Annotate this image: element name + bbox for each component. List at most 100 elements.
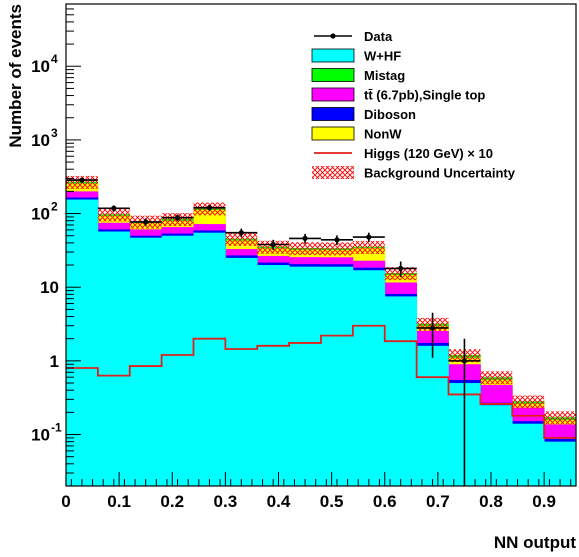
uncertainty-box [352, 240, 385, 254]
y-tick-label: 10 [31, 205, 50, 224]
y-tick-label: 10 [31, 131, 50, 150]
bar-w-hf [193, 232, 226, 486]
data-point [225, 228, 258, 238]
legend-entry: W+HF [311, 48, 401, 64]
data-point [416, 312, 449, 358]
legend-label: Background Uncertainty [364, 166, 516, 181]
data-point [161, 214, 194, 222]
y-tick-label: 10 [31, 57, 50, 76]
bar-w-hf [544, 441, 576, 486]
bar-w-hf [161, 235, 194, 486]
bar-w-hf [321, 266, 354, 486]
bar-w-hf [257, 265, 290, 486]
data-marker [461, 358, 468, 364]
data-point [448, 338, 481, 486]
data-marker [143, 219, 149, 225]
y-tick-exponent: -1 [51, 421, 62, 435]
x-tick-label: 0.4 [267, 492, 291, 511]
legend-label: NonW [364, 127, 402, 142]
legend-label: Diboson [364, 107, 416, 122]
data-marker [238, 230, 244, 236]
data-marker [334, 237, 340, 243]
y-tick-label: 1 [50, 352, 59, 371]
bar-w-hf [289, 266, 322, 486]
legend-entry: Mistag [311, 68, 405, 83]
legend-entry: tt̄ (6.7pb),Single top [311, 87, 485, 103]
uncertainty-box [225, 232, 258, 246]
data-points [65, 177, 481, 486]
uncertainty-box [289, 242, 321, 256]
x-tick-label: 0.3 [214, 492, 238, 511]
bar-w-hf [384, 296, 418, 486]
x-tick-label: 0.8 [479, 492, 503, 511]
x-tick-label: 0.6 [373, 492, 397, 511]
x-axis-label: NN output [494, 533, 576, 552]
x-tick-label: 0 [61, 492, 70, 511]
data-marker [366, 234, 372, 240]
data-point [257, 239, 290, 251]
x-tick-label: 0.1 [107, 492, 131, 511]
data-point [129, 218, 162, 226]
uncertainty-box [544, 411, 576, 425]
uncertainty-box [321, 242, 353, 256]
legend-label: W+HF [364, 49, 401, 64]
legend-entry: Higgs (120 GeV) × 10 [314, 146, 493, 161]
legend-label: tt̄ (6.7pb),Single top [364, 88, 485, 103]
y-tick-exponent: 4 [51, 52, 58, 66]
stacked-histogram [66, 181, 576, 486]
bar-w-hf [97, 231, 131, 486]
x-tick-label: 0.9 [532, 492, 556, 511]
uncertainty-box [480, 371, 513, 385]
legend-swatch [311, 87, 355, 102]
data-marker [174, 215, 181, 221]
y-tick-label: 10 [40, 278, 59, 297]
higgs-curve [66, 324, 576, 439]
bar-w-hf [416, 345, 449, 486]
data-marker [398, 265, 404, 272]
legend: Data W+HF Mistag tt̄ (6.7pb),Single top Dibo… [311, 29, 516, 181]
data-marker [270, 241, 276, 248]
legend-swatch [311, 48, 355, 63]
legend-hatch-swatch [312, 166, 354, 179]
data-marker [111, 205, 117, 211]
data-point [193, 204, 226, 211]
data-point [97, 205, 130, 212]
data-marker [302, 235, 308, 241]
legend-swatch [311, 107, 355, 121]
bar-w-hf [225, 257, 258, 486]
legend-label: Higgs (120 GeV) × 10 [364, 146, 493, 161]
data-marker [206, 205, 213, 211]
data-point [65, 177, 98, 183]
legend-label: Mistag [364, 68, 405, 83]
bar-w-hf [512, 423, 545, 486]
higgs-step-line [66, 324, 576, 439]
y-axis-label: Number of events [6, 4, 25, 148]
legend-entry: Background Uncertainty [312, 166, 516, 181]
y-tick-exponent: 2 [51, 200, 58, 214]
y-tick-label: 10 [31, 426, 50, 445]
legend-entry: Data [314, 29, 393, 44]
x-tick-label: 0.2 [160, 492, 184, 511]
uncertainty-box [97, 208, 130, 222]
data-point [289, 233, 322, 244]
uncertainty-box [512, 395, 545, 409]
legend-swatch [311, 68, 355, 82]
plot-frame [65, 3, 577, 487]
bar-w-hf [129, 237, 163, 486]
x-tick-label: 0.7 [426, 492, 450, 511]
data-marker [79, 177, 85, 183]
bar-w-hf [480, 405, 513, 486]
data-marker [429, 325, 436, 331]
x-tick-label: 0.5 [320, 492, 344, 511]
legend-data-marker [330, 33, 336, 39]
legend-swatch [311, 126, 355, 141]
data-point [384, 261, 417, 278]
y-tick-exponent: 3 [51, 126, 58, 140]
legend-label: Data [364, 29, 393, 44]
data-point [320, 235, 353, 245]
legend-entry: Diboson [311, 107, 416, 122]
bar-w-hf [352, 270, 386, 486]
legend-entry: NonW [311, 126, 402, 142]
